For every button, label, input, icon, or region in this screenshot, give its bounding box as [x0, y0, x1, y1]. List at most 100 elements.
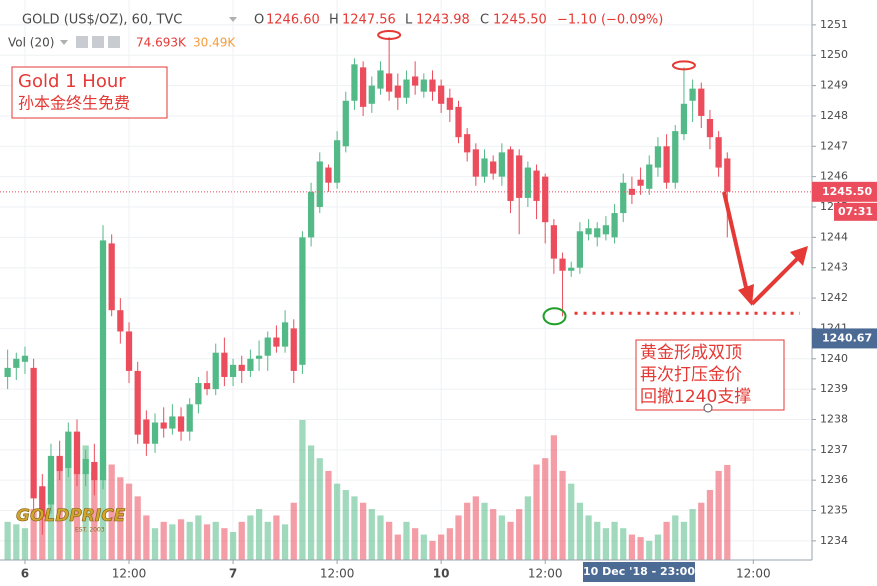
y-tick-label: 1236: [820, 473, 848, 486]
candle-body: [117, 310, 124, 332]
candle-body: [481, 158, 488, 177]
candle-body: [412, 76, 419, 86]
candle-body: [255, 355, 263, 359]
volume-bar: [576, 502, 584, 560]
annotation-text: 回撤1240支撑: [640, 387, 751, 407]
eye-icon[interactable]: [76, 36, 88, 48]
volume-bar: [663, 521, 670, 560]
candle-body: [238, 364, 245, 371]
candle-body: [559, 258, 566, 271]
candle-body: [507, 149, 514, 201]
annotation-box: [11, 66, 168, 119]
candle-body: [13, 358, 20, 368]
volume-bar: [316, 458, 323, 560]
candle-body: [134, 370, 141, 435]
volume-bar: [56, 458, 63, 560]
price-labels: 1245.50 07:31 1240.67 10 Dec '18 - 23:00: [583, 181, 877, 582]
volume-title: Vol (20): [8, 36, 54, 50]
volume-ma-value: 30.49K: [193, 36, 236, 50]
candle-body: [654, 146, 662, 168]
crosshair-price-tag: [812, 328, 877, 349]
volume-bar: [281, 524, 289, 560]
candle-body: [65, 431, 72, 469]
candle-body: [160, 422, 167, 429]
high-marker: [377, 30, 402, 41]
candle-body: [264, 337, 271, 356]
candle-body: [30, 367, 37, 499]
candle-body: [594, 228, 601, 238]
candle-body: [108, 243, 115, 311]
volume-bar: [264, 521, 271, 560]
high-value: 1247.56: [342, 13, 396, 28]
volume-bar: [47, 483, 55, 560]
volume-bar: [255, 509, 263, 560]
volume-bar: [290, 502, 297, 560]
dropdown-icon[interactable]: [60, 40, 68, 45]
candle-body: [21, 355, 29, 362]
candle-body: [316, 161, 323, 208]
volume-bar: [108, 464, 115, 560]
candle-body: [498, 152, 505, 177]
settings-icon[interactable]: [92, 36, 104, 48]
candle-body: [403, 79, 410, 98]
y-tick-label: 1246: [820, 170, 848, 183]
candle-body: [386, 73, 393, 92]
volume-bar: [585, 515, 592, 560]
candle-body: [73, 431, 81, 475]
volume-bar: [620, 528, 627, 560]
volume-bar: [542, 458, 549, 560]
candle-body: [195, 383, 202, 405]
volume-bar: [13, 524, 20, 560]
y-tick-label: 1234: [820, 534, 848, 547]
candle-body: [394, 85, 401, 98]
candle-body: [307, 191, 315, 238]
volume-bar: [351, 496, 358, 560]
arrow: [722, 191, 750, 297]
volume-bar: [654, 534, 662, 560]
candle-body: [273, 337, 280, 347]
y-tick-label: 1244: [820, 230, 848, 243]
candle-body: [585, 228, 592, 235]
y-tick-label: 1247: [820, 139, 848, 152]
annotation-text: 再次打压金价: [640, 365, 742, 385]
volume-bar: [628, 534, 636, 560]
candle-body: [464, 134, 471, 153]
volume-value: 74.693K: [136, 36, 187, 50]
candle-body: [377, 70, 384, 89]
dropdown-icon[interactable]: [229, 17, 237, 22]
x-tick-label: 7: [229, 567, 237, 581]
volume-bar: [429, 540, 436, 560]
candle-body: [47, 455, 55, 505]
volume-bar: [507, 521, 514, 560]
high-label: H: [329, 13, 339, 28]
candle-body: [602, 225, 610, 235]
volume-bar: [637, 537, 644, 560]
x-tick-label: 12:00: [112, 567, 147, 581]
candle-body: [611, 213, 618, 238]
crosshair-price-label: 1240.67: [822, 331, 872, 344]
candle-body: [360, 67, 367, 107]
volume-bar: [706, 490, 714, 560]
y-tick-label: 1237: [820, 443, 848, 456]
close-label: C: [480, 13, 489, 28]
x-tick-label: 10: [433, 567, 450, 581]
last-price-tag: [812, 181, 877, 202]
candle-body: [533, 170, 540, 201]
candle-body: [490, 161, 497, 174]
candle-body: [724, 158, 731, 192]
close-icon[interactable]: [108, 36, 120, 48]
candle-body: [125, 331, 133, 371]
candle-body: [368, 85, 375, 104]
volume-bar: [342, 490, 349, 560]
volume-bar: [177, 519, 185, 560]
volume-bar: [672, 515, 679, 560]
y-tick-label: 1251: [820, 18, 848, 31]
candle-body: [177, 416, 185, 432]
volume-bar: [386, 521, 393, 560]
candle-body: [698, 88, 705, 116]
candle-body: [568, 267, 575, 271]
cursor: [703, 403, 713, 413]
candle-body: [333, 140, 341, 183]
x-tick-label: 12:00: [320, 567, 355, 581]
